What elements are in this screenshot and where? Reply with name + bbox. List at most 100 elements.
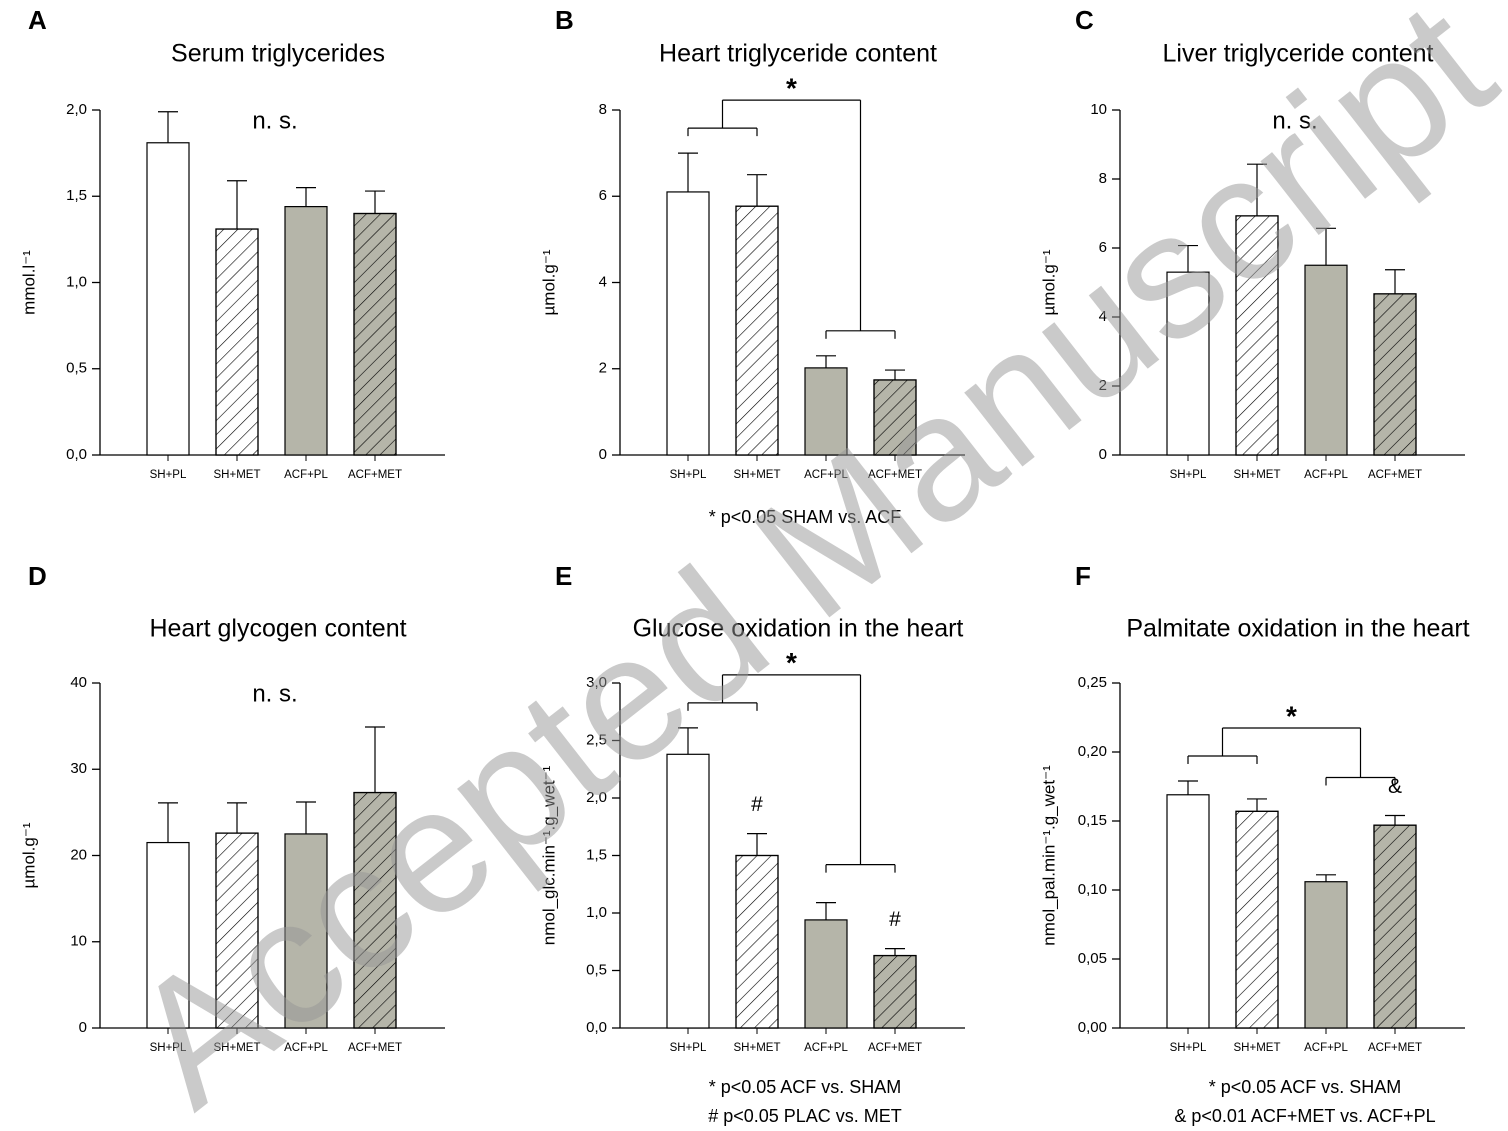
significance-mark: * — [786, 73, 797, 104]
panel-letter: B — [555, 5, 574, 35]
error-bar — [296, 801, 316, 834]
chart-title: Glucose oxidation in the heart — [633, 615, 964, 643]
y-tick-label: 2,0 — [66, 101, 87, 118]
x-tick-label: ACF+PL — [1304, 1042, 1348, 1054]
y-tick-label: 20 — [70, 846, 87, 863]
significance-mark: * — [786, 647, 797, 678]
y-tick-label: 2 — [599, 360, 607, 377]
y-tick-label: 0,20 — [1078, 743, 1107, 760]
panel: C Liver triglyceride content µmol.g⁻¹ 0 2 4 6 8… — [1039, 5, 1465, 481]
bar-hatch — [353, 212, 397, 456]
x-tick-label: ACF+MET — [868, 469, 922, 481]
x-tick-label: SH+MET — [1234, 469, 1281, 481]
y-tick-label: 3,0 — [586, 674, 607, 691]
bar-label: # — [889, 908, 901, 931]
panel-letter: F — [1075, 561, 1091, 591]
x-tick-label: ACF+MET — [1368, 469, 1422, 481]
x-tick-label: ACF+PL — [284, 469, 328, 481]
y-tick-label: 10 — [1090, 101, 1107, 118]
y-tick-label: 4 — [599, 273, 607, 290]
y-tick-label: 0,5 — [586, 961, 607, 978]
chart-title: Serum triglycerides — [171, 40, 385, 68]
bar — [1166, 794, 1210, 1029]
x-tick-label: ACF+PL — [1304, 469, 1348, 481]
bar-hatch — [1373, 824, 1417, 1029]
y-tick-label: 1,5 — [586, 846, 607, 863]
x-tick-label: SH+MET — [214, 1042, 261, 1054]
error-bar — [678, 152, 698, 192]
y-axis-label: nmol_glc.min⁻¹.g_wet⁻¹ — [539, 765, 558, 945]
y-tick-label: 1,5 — [66, 187, 87, 204]
bar-hatch — [1235, 810, 1279, 1029]
y-tick-label: 0,5 — [66, 360, 87, 377]
y-tick-label: 1,0 — [586, 904, 607, 921]
bar-hatch — [735, 205, 779, 456]
y-axis-label: nmol_pal.min⁻¹.g_wet⁻¹ — [1039, 765, 1058, 946]
y-tick-label: 0,0 — [586, 1019, 607, 1036]
error-bar — [1385, 269, 1405, 294]
x-tick-label: ACF+PL — [804, 469, 848, 481]
y-tick-label: 0,10 — [1078, 881, 1107, 898]
watermark: Accepted Manuscript — [95, 0, 1508, 1131]
panel: D Heart glycogen content µmol.g⁻¹ 0 10 20 30 40… — [19, 561, 445, 1054]
y-tick-label: 0,15 — [1078, 812, 1107, 829]
y-axis-label: µmol.g⁻¹ — [539, 249, 558, 315]
error-bar — [296, 187, 316, 207]
significance-mark: * — [1286, 700, 1297, 731]
y-tick-label: 0,25 — [1078, 674, 1107, 691]
bar — [666, 753, 710, 1029]
x-tick-label: SH+PL — [1170, 1042, 1207, 1054]
error-bar — [158, 802, 178, 843]
annotation: n. s. — [1272, 107, 1317, 134]
x-tick-label: ACF+PL — [284, 1042, 328, 1054]
bar-hatch — [1235, 215, 1279, 456]
annotation: n. s. — [252, 680, 297, 707]
error-bar — [747, 833, 767, 856]
chart-title: Palmitate oxidation in the heart — [1126, 615, 1469, 643]
x-tick-label: SH+MET — [734, 469, 781, 481]
bar-hatch — [215, 832, 259, 1029]
y-tick-label: 30 — [70, 760, 87, 777]
panel: F Palmitate oxidation in the heart nmol_pa… — [1039, 561, 1469, 1126]
y-tick-label: 0 — [599, 446, 607, 463]
chart-title: Heart glycogen content — [149, 615, 406, 643]
bar — [1304, 264, 1348, 456]
error-bar — [1385, 814, 1405, 826]
y-axis-label: µmol.g⁻¹ — [19, 822, 38, 888]
y-tick-label: 0 — [1099, 446, 1107, 463]
chart-title: Liver triglyceride content — [1163, 40, 1434, 68]
error-bar — [1247, 163, 1267, 216]
error-bar — [816, 902, 836, 920]
y-tick-label: 0,00 — [1078, 1019, 1107, 1036]
bar — [146, 142, 190, 456]
bar — [284, 833, 328, 1029]
error-bar — [885, 948, 905, 956]
footnote: * p<0.05 SHAM vs. ACF — [709, 507, 902, 527]
y-tick-label: 1,0 — [66, 273, 87, 290]
error-bar — [1178, 780, 1198, 795]
x-tick-label: ACF+MET — [348, 469, 402, 481]
x-tick-label: ACF+MET — [868, 1042, 922, 1054]
footnote: & p<0.01 ACF+MET vs. ACF+PL — [1174, 1106, 1435, 1126]
panel: B Heart triglyceride content µmol.g⁻¹ 0 2 4 6 8… — [539, 5, 965, 527]
y-tick-label: 0,05 — [1078, 950, 1107, 967]
y-tick-label: 2 — [1099, 377, 1107, 394]
x-tick-label: SH+PL — [150, 469, 187, 481]
chart-title: Heart triglyceride content — [659, 40, 937, 68]
error-bar — [365, 726, 385, 793]
bar — [1304, 881, 1348, 1029]
error-bar — [816, 355, 836, 368]
bar-hatch — [873, 379, 917, 456]
x-tick-label: SH+PL — [150, 1042, 187, 1054]
y-axis-label: mmol.l⁻¹ — [19, 250, 38, 315]
panel-letter: D — [28, 561, 47, 591]
panel-letter: E — [555, 561, 572, 591]
bar — [146, 841, 190, 1029]
y-tick-label: 2,0 — [586, 789, 607, 806]
y-tick-label: 8 — [1099, 170, 1107, 187]
y-tick-label: 0 — [79, 1019, 87, 1036]
footnote: * p<0.05 ACF vs. SHAM — [1209, 1077, 1402, 1097]
annotation: n. s. — [252, 107, 297, 134]
x-tick-label: ACF+PL — [804, 1042, 848, 1054]
